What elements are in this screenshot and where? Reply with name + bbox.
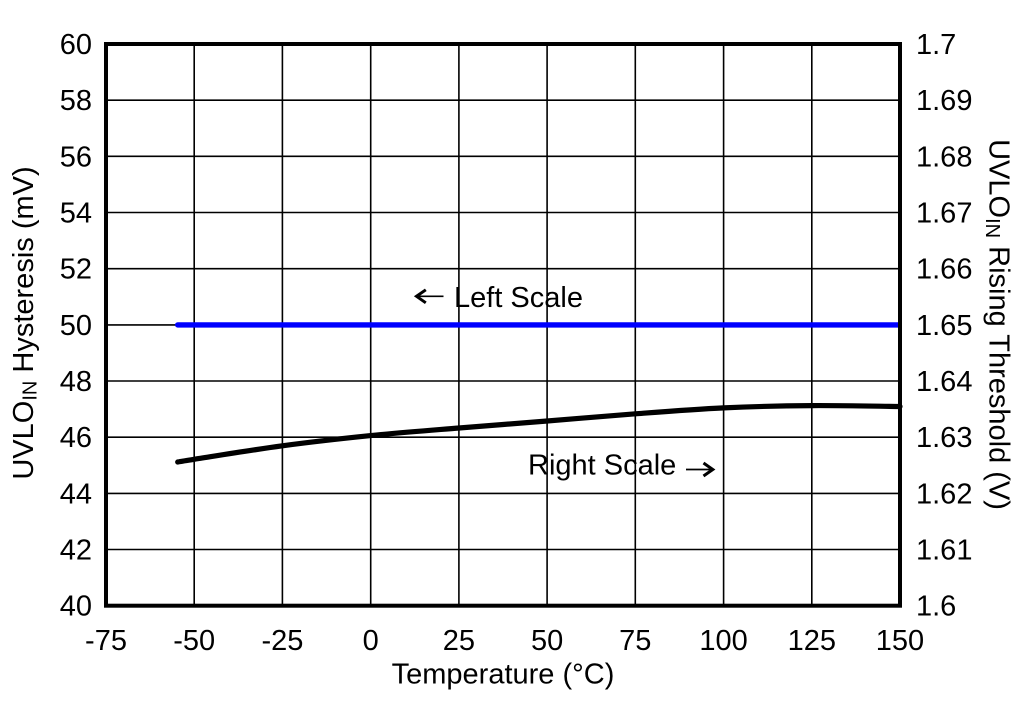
svg-text:48: 48 — [60, 366, 92, 398]
svg-text:-25: -25 — [261, 625, 303, 657]
svg-text:1.62: 1.62 — [916, 478, 972, 510]
svg-text:UVLOIN Rising Threshold (V): UVLOIN Rising Threshold (V) — [981, 139, 1015, 510]
svg-text:56: 56 — [60, 141, 92, 173]
svg-text:1.61: 1.61 — [916, 535, 972, 567]
svg-text:75: 75 — [619, 625, 651, 657]
svg-text:1.66: 1.66 — [916, 254, 972, 286]
svg-text:60: 60 — [60, 29, 92, 61]
svg-text:50: 50 — [60, 310, 92, 342]
svg-text:25: 25 — [443, 625, 475, 657]
svg-text:1.69: 1.69 — [916, 85, 972, 117]
svg-text:40: 40 — [60, 591, 92, 623]
svg-text:-75: -75 — [85, 625, 127, 657]
svg-text:54: 54 — [60, 198, 92, 230]
svg-text:1.65: 1.65 — [916, 310, 972, 342]
svg-text:1.67: 1.67 — [916, 198, 972, 230]
svg-text:46: 46 — [60, 422, 92, 454]
svg-text:1.63: 1.63 — [916, 422, 972, 454]
svg-text:1.6: 1.6 — [916, 591, 956, 623]
svg-text:1.7: 1.7 — [916, 29, 956, 61]
svg-text:0: 0 — [363, 625, 379, 657]
svg-text:50: 50 — [531, 625, 563, 657]
svg-text:44: 44 — [60, 478, 92, 510]
svg-text:1.68: 1.68 — [916, 141, 972, 173]
svg-text:100: 100 — [699, 625, 747, 657]
svg-text:Temperature (°C): Temperature (°C) — [392, 658, 615, 690]
svg-text:Right Scale: Right Scale — [528, 450, 676, 482]
svg-text:125: 125 — [788, 625, 836, 657]
svg-text:52: 52 — [60, 254, 92, 286]
svg-text:150: 150 — [876, 625, 924, 657]
svg-text:Left Scale: Left Scale — [454, 282, 583, 314]
svg-text:1.64: 1.64 — [916, 366, 972, 398]
svg-text:UVLOIN Hysteresis (mV): UVLOIN Hysteresis (mV) — [8, 166, 42, 479]
svg-text:-50: -50 — [173, 625, 215, 657]
svg-text:42: 42 — [60, 535, 92, 567]
svg-text:58: 58 — [60, 85, 92, 117]
